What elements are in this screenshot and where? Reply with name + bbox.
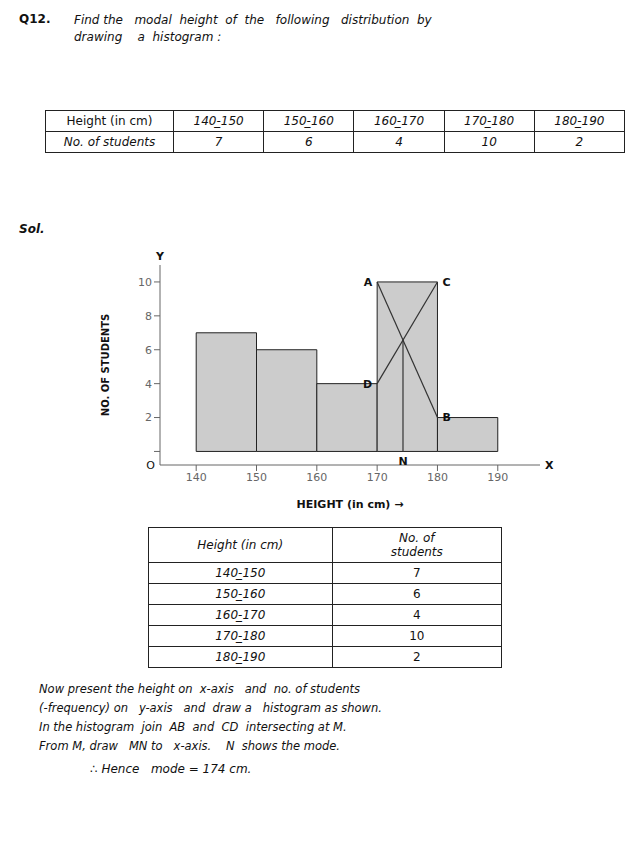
html-text:170-̲180: 170-̲180 <box>215 629 266 643</box>
html-text:180-̲190: 180-̲190 <box>215 650 266 664</box>
html-text:150-̲160: 150-̲160 <box>283 114 334 128</box>
html-text:2: 2 <box>413 650 421 664</box>
html-text:∴ Hence mode = 174 cm.: ∴ Hence mode = 174 cm. <box>90 762 252 776</box>
html-text:170-̲180: 170-̲180 <box>464 114 515 128</box>
html-text:Height (in cm): Height (in cm) <box>197 538 284 552</box>
html-text:No. of students: No. of students <box>390 531 443 559</box>
html-text:4: 4 <box>413 608 421 622</box>
html-text:4: 4 <box>395 135 403 149</box>
svg-text:140: 140 <box>186 471 207 484</box>
html-text:6: 6 <box>305 135 313 149</box>
svg-text:170: 170 <box>367 471 388 484</box>
html-text:Sol.: Sol. <box>19 222 45 236</box>
html-text:6: 6 <box>413 587 421 601</box>
html-text:140-̲150: 140-̲150 <box>215 566 266 580</box>
svg-text:C: C <box>442 276 450 289</box>
html-text:160-̲170: 160-̲170 <box>373 114 424 128</box>
html-text:drawing a histogram :: drawing a histogram : <box>74 30 222 44</box>
html-text:150-̲160: 150-̲160 <box>215 587 266 601</box>
svg-text:NO. OF STUDENTS: NO. OF STUDENTS <box>100 314 111 416</box>
html-text:In the histogram join AB and C: In the histogram join AB and CD intersec… <box>39 720 347 734</box>
html-text:Height (in cm): Height (in cm) <box>66 114 153 128</box>
svg-text:150: 150 <box>246 471 267 484</box>
html-text:From M, draw MN to x-axis. N s: From M, draw MN to x-axis. N shows the m… <box>39 739 340 753</box>
svg-text:6: 6 <box>145 344 152 357</box>
html-text:Q12.: Q12. <box>19 12 51 26</box>
html-text:2: 2 <box>575 135 584 149</box>
html-text:Find the modal height of the f: Find the modal height of the following d… <box>74 13 432 27</box>
svg-text:D: D <box>363 378 372 391</box>
svg-text:160: 160 <box>306 471 327 484</box>
html-text:10: 10 <box>481 135 497 149</box>
svg-text:O: O <box>146 459 155 472</box>
html-text:180-̲190: 180-̲190 <box>554 114 605 128</box>
svg-text:A: A <box>364 276 373 289</box>
html-text:160-̲170: 160-̲170 <box>215 608 266 622</box>
svg-text:10: 10 <box>138 276 152 289</box>
html-text:No. of students: No. of students <box>63 135 156 149</box>
svg-text:N: N <box>398 455 407 468</box>
html-text:7: 7 <box>214 135 223 149</box>
html-text:10: 10 <box>409 629 425 643</box>
svg-text:180: 180 <box>427 471 448 484</box>
svg-text:B: B <box>442 411 450 424</box>
svg-text:HEIGHT (in cm) →: HEIGHT (in cm) → <box>297 498 404 511</box>
svg-text:X: X <box>545 459 554 472</box>
svg-text:190: 190 <box>487 471 508 484</box>
svg-text:8: 8 <box>145 310 152 323</box>
svg-text:Y: Y <box>155 250 165 263</box>
html-text:140-̲150: 140-̲150 <box>193 114 244 128</box>
html-text:7: 7 <box>413 566 421 580</box>
svg-text:2: 2 <box>145 411 152 424</box>
html-text:Now present the height on x-ax: Now present the height on x-axis and no.… <box>39 682 360 696</box>
svg-text:4: 4 <box>145 378 152 391</box>
html-text:(-frequency) on y-axis and dra: (-frequency) on y-axis and draw a histog… <box>39 701 382 715</box>
